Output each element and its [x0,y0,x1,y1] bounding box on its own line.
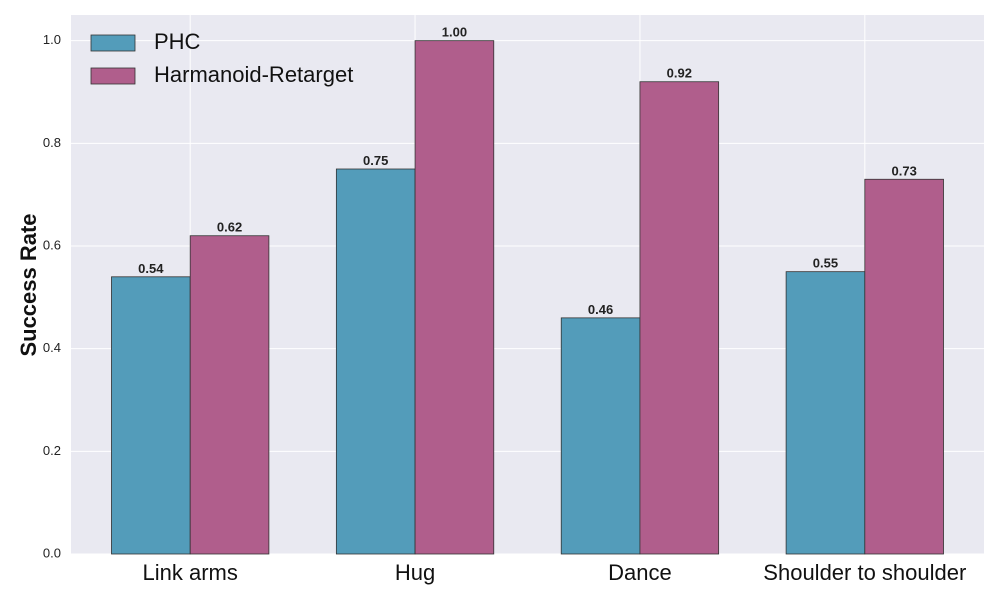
bar-value-label: 1.00 [442,25,467,40]
bar-harmanoid-retarget [864,178,944,555]
bar-value-label: 0.54 [138,261,164,276]
legend: PHC Harmanoid-Retarget [90,29,353,87]
y-tick-label: 0.6 [43,237,61,252]
bars [111,40,944,555]
legend-swatch [90,34,136,52]
x-tick-label: Dance [608,560,672,585]
bar-harmanoid-retarget [639,81,720,555]
y-tick-label: 0.0 [43,545,61,560]
bar-value-label: 0.46 [588,302,613,317]
bar-phc [111,276,191,555]
bar-phc [335,168,416,555]
x-axis-ticks: Link arms Hug Dance Shoulder to shoulder [143,560,967,585]
y-tick-label: 0.4 [43,340,61,355]
legend-label: Harmanoid-Retarget [154,62,353,87]
legend-swatch [90,67,136,85]
bar-value-label: 0.73 [892,163,917,178]
y-axis-label: Success Rate [16,213,41,356]
value-labels: 0.54 0.75 0.46 0.55 0.62 1.00 0.92 0.73 [138,25,917,317]
bar-phc [785,271,866,555]
bar-value-label: 0.55 [813,256,838,271]
y-tick-label: 1.0 [43,32,61,47]
legend-label: PHC [154,29,201,54]
y-tick-label: 0.8 [43,135,61,150]
x-tick-label: Link arms [143,560,238,585]
bar-value-label: 0.62 [217,220,242,235]
y-tick-label: 0.2 [43,443,61,458]
x-tick-label: Shoulder to shoulder [763,560,966,585]
bar-phc [560,317,641,555]
x-tick-label: Hug [395,560,435,585]
bar-harmanoid-retarget [189,235,270,555]
bar-value-label: 0.75 [363,153,388,168]
y-axis-ticks: 0.0 0.2 0.4 0.6 0.8 1.0 [43,32,61,560]
bar-harmanoid-retarget [414,40,495,555]
bar-value-label: 0.92 [667,66,692,81]
